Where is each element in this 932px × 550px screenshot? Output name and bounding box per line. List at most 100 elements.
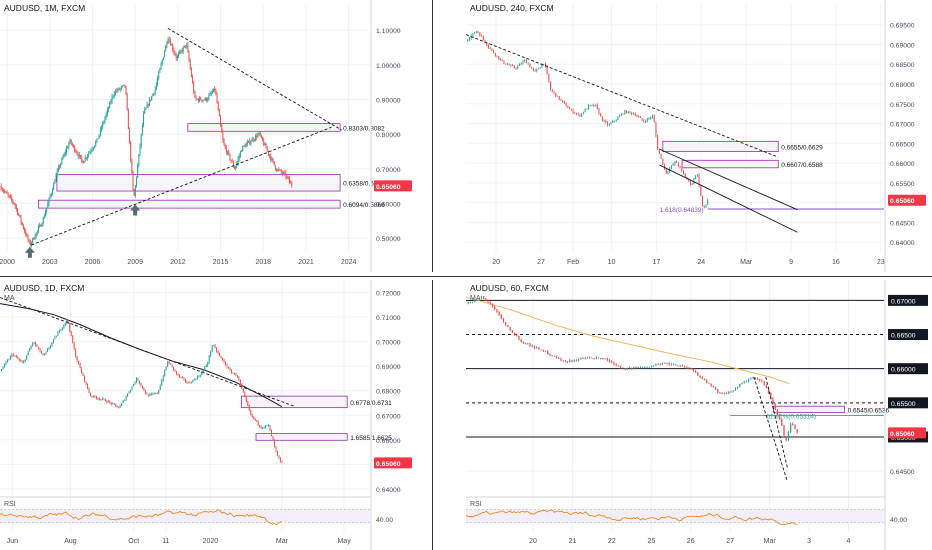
candle: [221, 122, 223, 133]
candle: [0, 183, 2, 191]
candle-body: [745, 381, 748, 383]
candle-body: [35, 232, 37, 238]
candle: [531, 66, 533, 69]
panel-audusd-60[interactable]: 0.6545/0.653661.80%(0.65314)MA0.670000.6…: [466, 280, 932, 550]
candle: [548, 73, 550, 83]
candle: [279, 169, 281, 171]
candle: [254, 418, 256, 422]
candle: [748, 378, 750, 383]
candle-body: [162, 57, 164, 61]
candle-body: [134, 185, 136, 196]
candle: [181, 376, 183, 379]
chart-daily[interactable]: 0.6778/0.67311.6585/1.6625MA0.720000.710…: [0, 280, 432, 550]
rsi-line: [466, 509, 798, 525]
candle-body: [675, 364, 677, 366]
last-price-label-bg: [374, 180, 412, 192]
candle: [208, 92, 210, 101]
candle: [243, 145, 245, 147]
candle: [467, 39, 469, 43]
zone-box: [38, 199, 341, 209]
candle: [745, 380, 748, 383]
candle-body: [480, 296, 483, 299]
candle-body: [477, 31, 479, 33]
candle-body: [700, 186, 702, 196]
candle: [239, 150, 241, 158]
time-tick: Mar: [764, 538, 777, 545]
candle-body: [131, 386, 133, 390]
candle-body: [524, 343, 527, 345]
candle-body: [193, 82, 195, 93]
candle: [510, 64, 512, 67]
candle-body: [75, 151, 77, 153]
candle: [706, 379, 708, 384]
candle-body: [159, 385, 161, 390]
candle: [113, 91, 115, 99]
candle: [84, 375, 86, 383]
candle-body: [679, 166, 681, 168]
candle: [244, 143, 246, 148]
candle-body: [596, 104, 598, 109]
hline-price-label-bg: [888, 329, 928, 341]
candle: [80, 154, 82, 160]
candle: [272, 157, 274, 164]
candle-body: [170, 363, 172, 365]
candle: [588, 104, 590, 110]
candle-body: [110, 101, 112, 103]
candle-body: [615, 364, 617, 366]
candle: [38, 224, 40, 234]
candle: [477, 30, 479, 34]
chart-60[interactable]: 0.6545/0.653661.80%(0.65314)MA0.670000.6…: [466, 280, 932, 550]
candle: [200, 96, 202, 101]
candle-body: [719, 392, 721, 394]
candle-body: [547, 350, 549, 354]
candle-body: [471, 301, 474, 303]
candle: [677, 364, 679, 367]
candle-body: [130, 389, 132, 392]
chart-monthly[interactable]: 0.6358/0.68390.8303/0.80820.6094/0.58661…: [0, 0, 432, 272]
candle-body: [119, 88, 121, 90]
candle: [151, 95, 153, 102]
candle-body: [98, 398, 100, 400]
candle-body: [728, 391, 730, 394]
trendline: [753, 376, 788, 482]
candle-body: [6, 191, 8, 194]
candle: [53, 181, 55, 191]
candle: [98, 397, 100, 401]
panel-audusd-monthly[interactable]: 0.6358/0.6839 0.8303/0.8082 0.6094/0.5866 1…: [0, 0, 432, 272]
candle-body: [190, 382, 192, 384]
candle-body: [572, 109, 574, 113]
hline-price-label-bg: [888, 363, 928, 375]
candle-body: [542, 350, 544, 352]
candle: [171, 364, 173, 368]
candle-body: [593, 104, 595, 107]
panel-audusd-daily[interactable]: 0.6778/0.67311.6585/1.6625MA0.720000.710…: [0, 280, 432, 550]
candle-body: [151, 96, 153, 101]
candle-body: [594, 104, 596, 107]
candle-body: [234, 166, 236, 170]
candle-body: [681, 167, 683, 171]
candle-body: [124, 84, 126, 87]
candle: [77, 151, 79, 160]
panel-audusd-240[interactable]: 0.6655/0.6629 0.6607/0.6588 1.618(0.64839)…: [466, 0, 932, 272]
trendline: [765, 376, 788, 468]
candle-body: [494, 306, 496, 310]
candle: [653, 365, 655, 368]
candle-body: [748, 378, 750, 382]
chart-240[interactable]: 0.6655/0.66290.6607/0.65881.618(0.64839)…: [466, 0, 932, 272]
candle-body: [586, 357, 589, 359]
candle-body: [3, 363, 5, 368]
candle-body: [539, 67, 541, 69]
candle: [194, 90, 196, 99]
candle-body: [26, 234, 28, 236]
candle: [45, 351, 47, 355]
candle: [498, 55, 500, 61]
candle-body: [41, 351, 43, 354]
candle-body: [126, 94, 128, 111]
candle: [593, 103, 595, 108]
candle: [91, 146, 93, 153]
candle-body: [230, 159, 232, 162]
candle: [60, 162, 62, 169]
candle: [107, 399, 109, 403]
candle-body: [82, 372, 84, 376]
candle: [231, 158, 233, 163]
